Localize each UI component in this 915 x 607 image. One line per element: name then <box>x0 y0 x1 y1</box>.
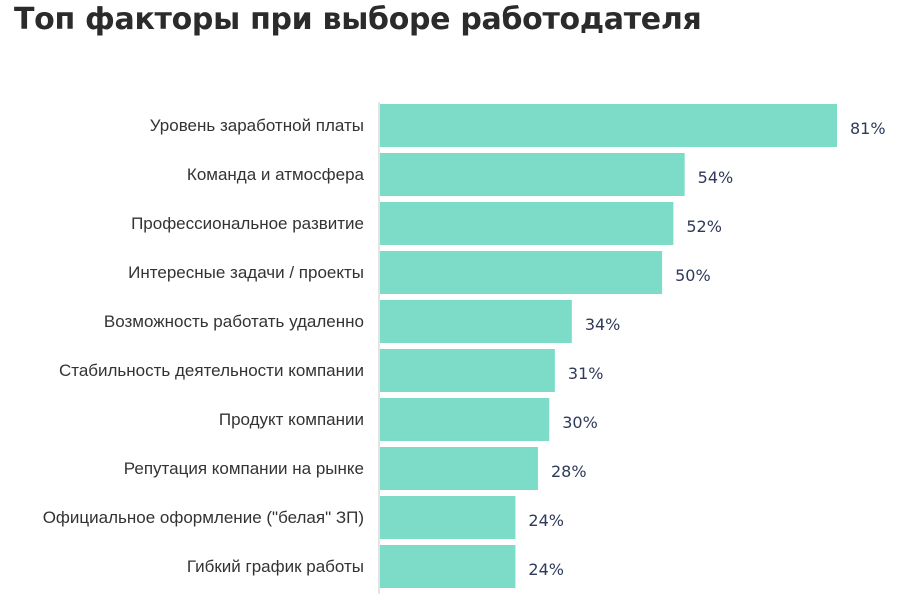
bars-group: Уровень заработной платы 81% Команда и атм… <box>43 104 886 588</box>
value-label: 24% <box>528 560 564 579</box>
bar-3 <box>380 202 674 245</box>
value-label: 30% <box>562 413 598 432</box>
bar-10 <box>380 545 516 588</box>
value-label: 31% <box>568 364 604 383</box>
category-label: Стабильность деятельности компании <box>59 361 364 380</box>
chart-title: Топ факторы при выборе работодателя <box>14 2 702 37</box>
value-label: 34% <box>585 315 621 334</box>
bar-1 <box>380 104 837 147</box>
category-label: Гибкий график работы <box>187 557 364 576</box>
value-label: 28% <box>551 462 587 481</box>
category-label: Уровень заработной платы <box>150 116 364 135</box>
category-label: Возможность работать удаленно <box>104 312 364 331</box>
value-label: 81% <box>850 119 886 138</box>
value-label: 54% <box>698 168 734 187</box>
category-label: Репутация компании на рынке <box>124 459 364 478</box>
bar-6 <box>380 349 555 392</box>
bar-5 <box>380 300 572 343</box>
value-label: 52% <box>686 217 722 236</box>
category-label: Профессиональное развитие <box>131 214 364 233</box>
category-label: Продукт компании <box>219 410 364 429</box>
value-label: 24% <box>528 511 564 530</box>
category-label: Интересные задачи / проекты <box>128 263 364 282</box>
bar-7 <box>380 398 550 441</box>
category-label: Команда и атмосфера <box>187 165 365 184</box>
bar-2 <box>380 153 685 196</box>
category-label: Официальное оформление ("белая" ЗП) <box>43 508 364 527</box>
bar-8 <box>380 447 538 490</box>
value-label: 50% <box>675 266 711 285</box>
bar-9 <box>380 496 516 539</box>
bar-4 <box>380 251 663 294</box>
